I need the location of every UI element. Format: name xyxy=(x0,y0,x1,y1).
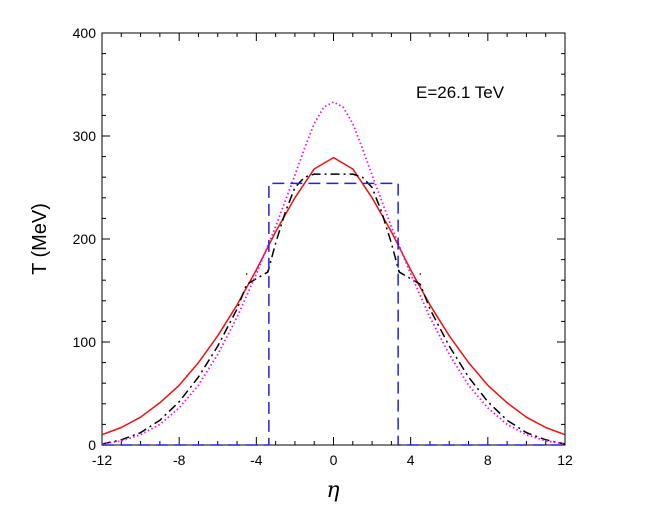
kink-point xyxy=(419,273,422,275)
y-axis-label: T (MeV) xyxy=(29,203,51,275)
x-tick-label: 8 xyxy=(484,452,492,468)
axis-tick-labels: -12 -8 -4 0 4 8 12 0 100 200 300 400 xyxy=(73,25,573,468)
x-tick-label: 4 xyxy=(407,452,415,468)
series-layer xyxy=(101,101,566,446)
x-axis-label: η xyxy=(326,478,339,503)
series-line-dash-dot xyxy=(101,173,566,445)
y-tick-label: 100 xyxy=(73,334,97,350)
series-line-dashed xyxy=(102,182,565,446)
x-tick-label: 0 xyxy=(330,452,338,468)
series-line-dotted xyxy=(101,101,566,445)
x-tick-label: -4 xyxy=(250,452,263,468)
kink-point xyxy=(245,273,248,275)
y-tick-label: 0 xyxy=(88,437,96,453)
axis-ticks xyxy=(101,32,566,446)
x-tick-label: -12 xyxy=(92,452,112,468)
y-tick-label: 200 xyxy=(73,231,97,247)
energy-annotation: E=26.1 TeV xyxy=(416,83,505,102)
y-tick-label: 400 xyxy=(73,25,97,41)
x-tick-label: 12 xyxy=(557,452,573,468)
series-line-solid xyxy=(101,156,566,436)
kink-point xyxy=(398,270,400,272)
kink-point xyxy=(267,270,269,272)
y-tick-label: 300 xyxy=(73,128,97,144)
x-tick-label: -8 xyxy=(173,452,186,468)
